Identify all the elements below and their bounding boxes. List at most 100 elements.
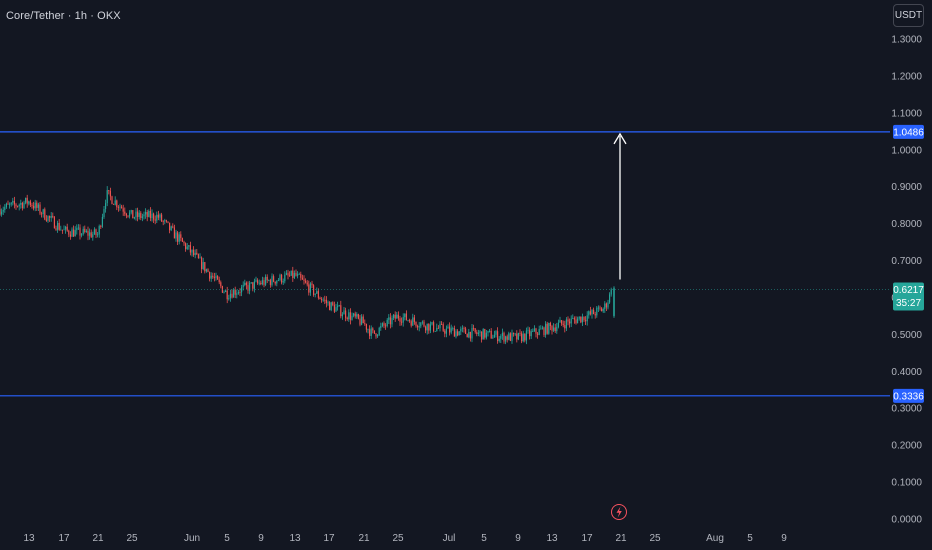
candle — [49, 215, 51, 222]
candle — [610, 287, 612, 297]
candle — [548, 322, 550, 335]
candle — [63, 225, 65, 231]
candle — [172, 223, 174, 229]
candle — [149, 207, 151, 222]
candle — [335, 303, 337, 312]
candle — [141, 213, 143, 222]
candle — [538, 325, 540, 336]
candle — [69, 231, 71, 240]
candle — [223, 290, 225, 294]
candle — [458, 331, 460, 336]
candle — [377, 333, 379, 339]
candle — [337, 301, 339, 311]
candle — [316, 287, 318, 295]
candle — [210, 272, 212, 282]
candle — [12, 197, 14, 206]
candle — [401, 317, 403, 326]
x-tick-label: 25 — [649, 533, 661, 544]
candle — [351, 312, 353, 321]
candle — [338, 304, 340, 307]
y-tick-label: 0.0000 — [891, 515, 922, 526]
candle — [153, 212, 155, 224]
candle — [114, 196, 116, 206]
candle — [247, 281, 249, 294]
candle — [124, 207, 126, 217]
candle — [53, 215, 55, 229]
x-tick-label: 21 — [92, 533, 104, 544]
candle — [585, 316, 587, 325]
candle — [311, 280, 313, 288]
candle — [399, 315, 401, 326]
candle — [388, 314, 390, 325]
candle — [138, 209, 140, 220]
candle — [489, 328, 491, 333]
candle — [47, 215, 49, 223]
candle — [28, 200, 30, 206]
candle — [329, 301, 331, 311]
candle — [514, 333, 516, 336]
candle — [580, 316, 582, 324]
candle — [498, 336, 500, 343]
candle — [237, 290, 239, 295]
x-tick-label: Aug — [706, 533, 724, 544]
candle — [564, 320, 566, 333]
candle — [241, 284, 243, 297]
candle — [540, 325, 542, 330]
candle — [133, 216, 135, 220]
candle — [105, 199, 107, 213]
candle — [204, 261, 206, 274]
candle — [266, 274, 268, 284]
candle — [508, 331, 510, 341]
candle — [450, 324, 452, 335]
candle — [524, 333, 526, 343]
candle — [154, 215, 156, 225]
x-tick-label: 5 — [481, 533, 487, 544]
candle — [490, 328, 492, 339]
candle — [255, 276, 257, 283]
x-tick-label: 17 — [58, 533, 70, 544]
candle — [177, 231, 179, 245]
candle — [565, 317, 567, 331]
candle — [156, 211, 158, 224]
candle — [146, 209, 148, 222]
candle — [570, 315, 572, 328]
candle — [113, 203, 115, 205]
candle — [370, 325, 372, 339]
candle — [473, 324, 475, 331]
candle — [21, 201, 23, 211]
candle — [356, 312, 358, 319]
candle — [284, 271, 286, 284]
candle — [500, 334, 502, 344]
candle — [143, 211, 145, 220]
candle — [604, 301, 606, 313]
y-tick-label: 0.8000 — [891, 219, 922, 230]
candle — [71, 227, 73, 237]
currency-button[interactable]: USDT — [893, 4, 924, 27]
candle — [346, 316, 348, 321]
candle — [588, 310, 590, 319]
candle — [66, 223, 68, 232]
candle — [572, 314, 574, 320]
candle — [175, 229, 177, 242]
candle — [97, 231, 99, 238]
candle — [549, 321, 551, 331]
time-axis: 13 17 21 25 Jun 5 9 13 17 21 25 Jul 5 9 13 17 21 25 Aug 5 9 — [23, 533, 787, 544]
candle — [445, 325, 447, 338]
candle — [191, 249, 193, 257]
candle — [543, 326, 545, 337]
candle — [513, 332, 515, 337]
candle — [161, 212, 163, 223]
candle — [375, 333, 377, 339]
candle — [178, 231, 180, 245]
candle — [532, 328, 534, 333]
candle — [90, 229, 92, 238]
candle — [257, 278, 259, 285]
candle — [567, 316, 569, 326]
candle — [497, 327, 499, 344]
candle — [68, 229, 70, 238]
candle — [135, 208, 137, 221]
lightning-bolt-icon[interactable] — [611, 504, 627, 520]
candle — [457, 329, 459, 337]
candle — [231, 289, 233, 299]
